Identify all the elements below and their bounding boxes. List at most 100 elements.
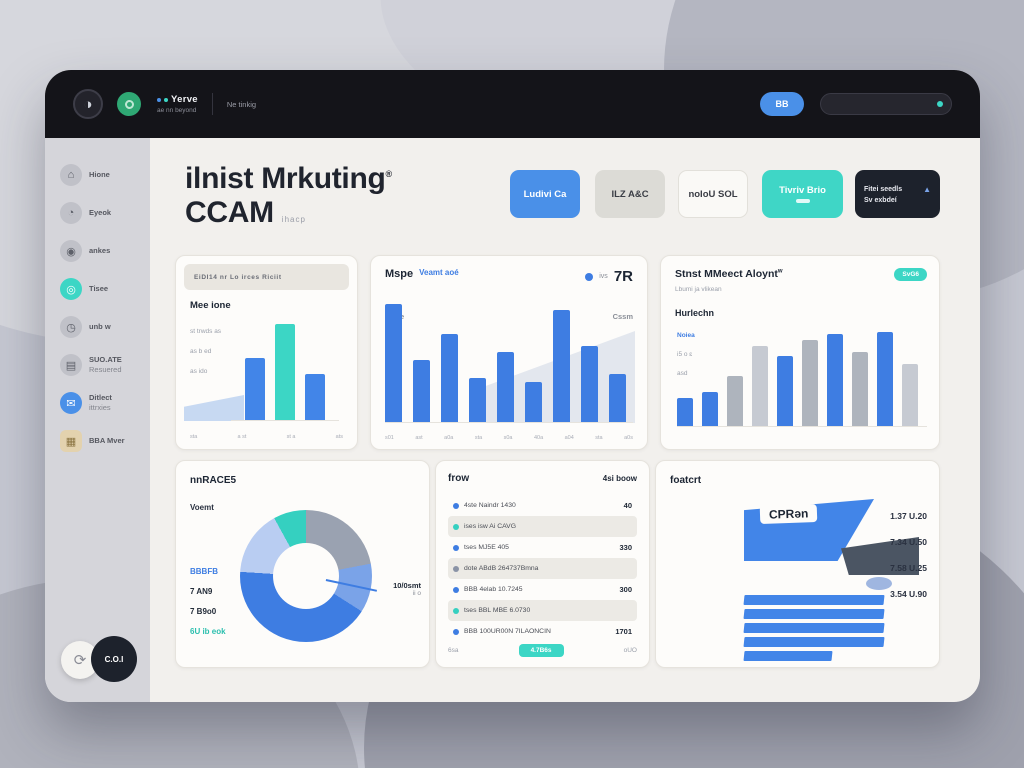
brand-dot-teal-icon <box>164 97 168 102</box>
deals-footer-pill-button[interactable]: 4.7B6s <box>518 644 564 657</box>
row-value: 330 <box>619 543 632 552</box>
leads-filter-dropdown[interactable]: EiDI14 nr Lo irces Riciit <box>184 264 349 290</box>
row-dot-icon <box>453 544 459 551</box>
sidebar-item-contacts[interactable]: ◉ ankes <box>45 232 150 270</box>
series-dot-icon <box>585 272 594 281</box>
topbar-action-button[interactable]: BB <box>760 92 804 116</box>
bar <box>802 340 818 426</box>
sidebar-item-home[interactable]: ⌂ Hione <box>45 156 150 194</box>
traffic-small-stat: ivs <box>599 273 608 280</box>
table-row[interactable]: BBB 100UR00N 7ILAONCIN 1701 <box>448 621 637 642</box>
leads-bar-chart <box>231 309 339 421</box>
market-badge[interactable]: SvG6 <box>894 268 927 281</box>
target-icon: ◎ <box>60 278 82 300</box>
table-row[interactable]: tses BBL MBE 6.0730 <box>448 600 637 621</box>
status-badge-icon[interactable] <box>117 92 141 116</box>
text-item: Noiea <box>677 332 695 339</box>
text-item: s0a <box>503 435 513 441</box>
leads-x-axis-labels: sta a st st a ats <box>190 434 343 440</box>
equalizer-icon <box>795 199 810 203</box>
sidebar-item-label: Tisee <box>89 284 109 294</box>
sidebar-item-targets[interactable]: ◎ Tisee <box>45 270 150 308</box>
traffic-big-stat: 7R <box>613 268 633 285</box>
sidebar-item-reports[interactable]: ▤ SUO.ATE Resuered <box>45 346 150 384</box>
text-item: st trwds as <box>190 328 222 335</box>
donut-annotation: 10/0smt ii o <box>393 581 421 597</box>
search-input[interactable] <box>820 93 952 115</box>
bar <box>245 358 265 420</box>
profile-button[interactable]: C.O.I <box>91 636 137 682</box>
row-label: BBB 100UR00N 7ILAONCIN <box>464 628 551 635</box>
row-value: 1701 <box>615 627 632 636</box>
row-label: tses BBL MBE 6.0730 <box>464 607 531 614</box>
sidebar-item-label: Hione <box>89 170 110 180</box>
row-dot-icon <box>453 607 459 614</box>
chip-primary-button[interactable]: Ludivi Ca <box>510 170 580 218</box>
bar <box>305 374 325 420</box>
report-values-list: 1.37 U.20 7.34 U.50 7.58 U.25 3.54 U.90 <box>890 511 927 599</box>
table-row[interactable]: BBB 4elab 10.7245 300 <box>448 579 637 600</box>
bar <box>413 360 430 422</box>
legend-item: 6U ib eok <box>190 627 226 636</box>
chip-tertiary-button[interactable]: noIoU SOL <box>678 170 748 218</box>
bar <box>702 392 718 426</box>
deals-title: frow <box>448 473 470 484</box>
sidebar-item-archive[interactable]: ▦ BBA Mver <box>45 422 150 460</box>
bar <box>497 352 514 422</box>
sidebar: ⌂ Hione ◔ Eyeok ◉ ankes ◎ Tisee ◷ unb w … <box>45 138 150 702</box>
table-row[interactable]: dote ABdB 264737Bmna <box>448 558 637 579</box>
brand-dot-blue-icon <box>157 97 161 102</box>
sidebar-item-label: Ditlect ittrxies <box>89 393 112 412</box>
funnel-bar <box>743 651 833 661</box>
card-sources: nnRACE5 Voemt BBBFB 7 AN9 7 B9o0 6U ib eok … <box>175 460 430 668</box>
sidebar-item-label: ankes <box>89 246 111 256</box>
sidebar-item-stats[interactable]: ◔ Eyeok <box>45 194 150 232</box>
badge-dot-icon <box>124 99 134 109</box>
chip-secondary-button[interactable]: ILZ A&C <box>595 170 665 218</box>
deals-footer-right-note: oUO <box>623 647 637 654</box>
table-row[interactable]: ises isw Ai CAVG <box>448 516 637 537</box>
card-report: foatcrt CPRən 1.37 U.20 7.34 U.50 7.58 U.2… <box>655 460 940 668</box>
row-label: ises isw Ai CAVG <box>464 523 516 530</box>
donut-hole <box>273 543 339 609</box>
text-item: sta <box>595 435 603 441</box>
card-traffic: Mspe Veamt aoé ivs 7R Mdse Cssm s01asta0… <box>370 255 648 450</box>
row-label: BBB 4elab 10.7245 <box>464 586 523 593</box>
bar <box>581 346 598 422</box>
market-note: Lbumi ja vlikean <box>675 286 722 293</box>
chip-teal-button[interactable]: Tivriv Brio <box>762 170 843 218</box>
text-item: 7.34 U.50 <box>890 537 927 547</box>
text-item: asd <box>677 370 688 377</box>
bar <box>469 378 486 422</box>
text-item: i5 o ɛ <box>677 351 693 358</box>
home-icon: ⌂ <box>60 164 82 186</box>
sidebar-item-history[interactable]: ◷ unb w <box>45 308 150 346</box>
text-item: 3.54 U.90 <box>890 589 927 599</box>
legend-item: 7 B9o0 <box>190 607 217 616</box>
bar <box>727 376 743 426</box>
text-item: ats <box>335 434 343 440</box>
sidebar-item-messages[interactable]: ✉ Ditlect ittrxies <box>45 384 150 422</box>
app-window: ◑ Yerve ae nn beyond Ne tinkig BB ⌂ Hion… <box>45 70 980 702</box>
row-dot-icon <box>453 628 459 635</box>
table-row[interactable]: tses MJ5E 405 330 <box>448 537 637 558</box>
row-label: dote ABdB 264737Bmna <box>464 565 539 572</box>
triangle-up-icon: ▲ <box>923 184 931 194</box>
text-item: 7.58 U.25 <box>890 563 927 573</box>
brand-block: Yerve ae nn beyond <box>157 94 198 114</box>
bar <box>609 374 626 422</box>
table-row[interactable]: 4ste Naindr 1430 40 <box>448 495 637 516</box>
text-item: 1.37 U.20 <box>890 511 927 521</box>
bar <box>275 324 295 420</box>
row-value: 40 <box>623 501 632 510</box>
text-item: as b ed <box>190 348 212 355</box>
nav-label[interactable]: Ne tinkig <box>226 99 257 109</box>
search-status-dot-icon <box>937 101 943 107</box>
traffic-subtitle: Veamt aoé <box>419 268 459 277</box>
globe-logo-icon[interactable]: ◑ <box>73 89 103 119</box>
divider <box>211 93 213 115</box>
title-note: ihacp <box>281 214 306 224</box>
deals-footer: 6sa 4.7B6s oUO <box>448 644 637 657</box>
text-item: a04 <box>564 435 574 441</box>
chip-dark-button[interactable]: Fitei seedls ▲ Sv exbdeí <box>855 170 940 218</box>
